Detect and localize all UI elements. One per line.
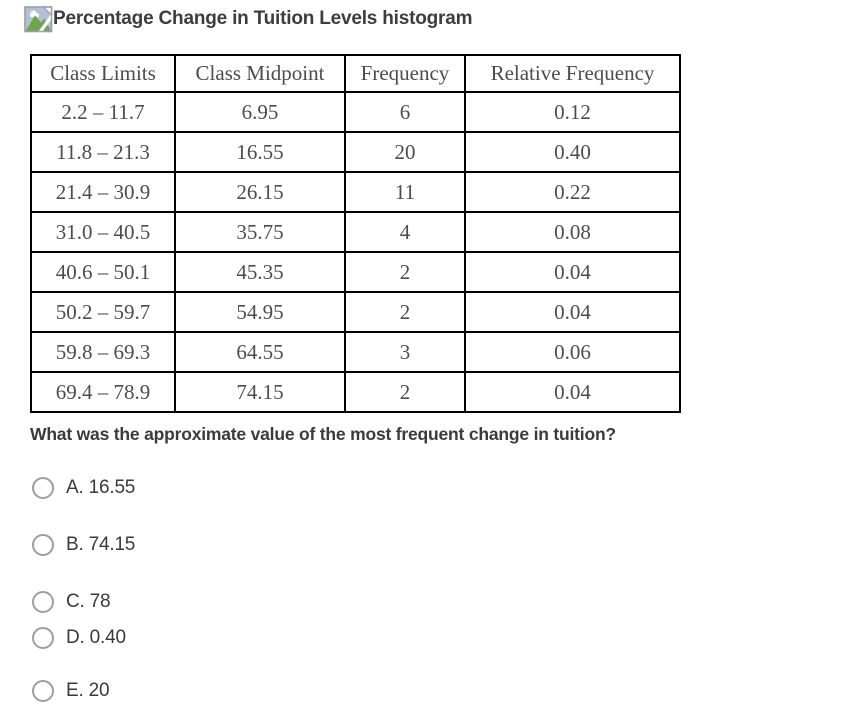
column-header-relative-frequency: Relative Frequency	[464, 54, 681, 93]
table-cell: 64.55	[174, 331, 346, 373]
table-cell: 0.12	[464, 91, 681, 133]
table-cell: 2	[344, 291, 466, 333]
answer-option-d[interactable]: D. 0.40	[32, 626, 846, 650]
question-title-row: Percentage Change in Tuition Levels hist…	[24, 4, 846, 35]
answer-option-c[interactable]: C. 78	[32, 590, 846, 614]
option-label-d: D. 0.40	[66, 627, 126, 648]
table-row: 21.4 – 30.9 26.15 11 0.22	[30, 171, 681, 213]
table-cell: 16.55	[174, 131, 346, 173]
table-cell: 21.4 – 30.9	[30, 171, 176, 213]
table-cell: 20	[344, 131, 466, 173]
answer-option-a[interactable]: A. 16.55	[32, 476, 846, 500]
radio-button-e[interactable]	[32, 680, 54, 702]
table-cell: 0.40	[464, 131, 681, 173]
table-cell: 54.95	[174, 291, 346, 333]
table-cell: 0.22	[464, 171, 681, 213]
answer-options: A. 16.55 B. 74.15 C. 78 D. 0.40 E. 20	[30, 476, 846, 703]
broken-image-icon	[24, 5, 54, 35]
question-title: Percentage Change in Tuition Levels hist…	[53, 8, 473, 29]
frequency-table: Class Limits Class Midpoint Frequency Re…	[30, 54, 681, 413]
table-cell: 0.04	[464, 251, 681, 293]
column-header-class-midpoint: Class Midpoint	[174, 54, 346, 93]
radio-button-c[interactable]	[32, 591, 54, 613]
option-label-e: E. 20	[66, 680, 110, 701]
answer-option-e[interactable]: E. 20	[32, 679, 846, 703]
table-cell: 59.8 – 69.3	[30, 331, 176, 373]
table-cell: 50.2 – 59.7	[30, 291, 176, 333]
table-row: 69.4 – 78.9 74.15 2 0.04	[30, 371, 681, 413]
table-cell: 0.04	[464, 371, 681, 413]
radio-button-b[interactable]	[32, 534, 54, 556]
table-row: 59.8 – 69.3 64.55 3 0.06	[30, 331, 681, 373]
radio-button-d[interactable]	[32, 627, 54, 649]
table-cell: 0.04	[464, 291, 681, 333]
table-cell: 3	[344, 331, 466, 373]
table-row: 40.6 – 50.1 45.35 2 0.04	[30, 251, 681, 293]
option-label-a: A. 16.55	[66, 477, 136, 498]
table-cell: 74.15	[174, 371, 346, 413]
table-cell: 0.06	[464, 331, 681, 373]
table-cell: 45.35	[174, 251, 346, 293]
question-text: What was the approximate value of the mo…	[30, 424, 616, 444]
table-cell: 2	[344, 251, 466, 293]
table-cell: 4	[344, 211, 466, 253]
table-cell: 11	[344, 171, 466, 213]
table-row: 50.2 – 59.7 54.95 2 0.04	[30, 291, 681, 333]
table-cell: 2.2 – 11.7	[30, 91, 176, 133]
table-cell: 35.75	[174, 211, 346, 253]
table-row: 2.2 – 11.7 6.95 6 0.12	[30, 91, 681, 133]
column-header-frequency: Frequency	[344, 54, 466, 93]
option-label-c: C. 78	[66, 591, 111, 612]
table-row: 31.0 – 40.5 35.75 4 0.08	[30, 211, 681, 253]
table-cell: 26.15	[174, 171, 346, 213]
quiz-page: Percentage Change in Tuition Levels hist…	[24, 4, 846, 703]
option-label-b: B. 74.15	[66, 534, 136, 555]
table-cell: 6.95	[174, 91, 346, 133]
radio-button-a[interactable]	[32, 477, 54, 499]
table-cell: 0.08	[464, 211, 681, 253]
table-cell: 2	[344, 371, 466, 413]
table-cell: 31.0 – 40.5	[30, 211, 176, 253]
table-header-row: Class Limits Class Midpoint Frequency Re…	[30, 54, 681, 93]
table-row: 11.8 – 21.3 16.55 20 0.40	[30, 131, 681, 173]
table-cell: 6	[344, 91, 466, 133]
table-cell: 69.4 – 78.9	[30, 371, 176, 413]
table-cell: 11.8 – 21.3	[30, 131, 176, 173]
column-header-class-limits: Class Limits	[30, 54, 176, 93]
table-cell: 40.6 – 50.1	[30, 251, 176, 293]
answer-option-b[interactable]: B. 74.15	[32, 533, 846, 557]
